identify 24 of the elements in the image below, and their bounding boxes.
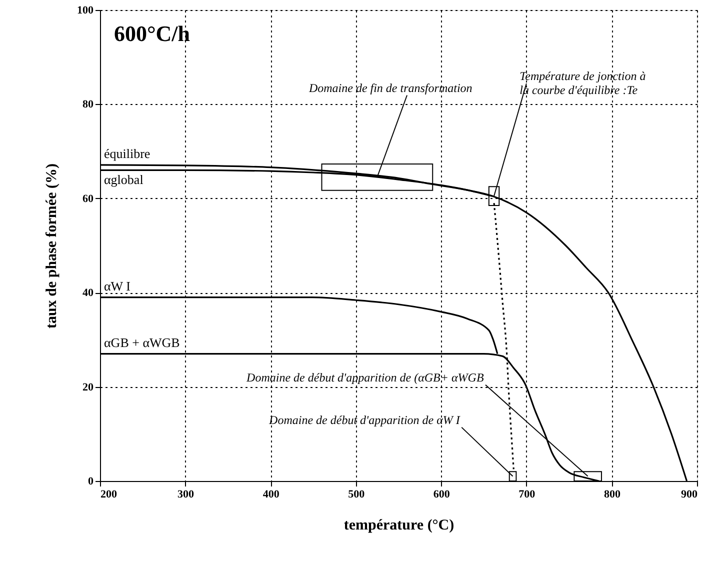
y-axis-title: taux de phase formée (%) (44, 164, 60, 328)
series-label: αW I (104, 278, 130, 294)
annotation: 600°C/h (114, 21, 190, 46)
x-tick-label: 700 (518, 488, 536, 500)
x-tick-label: 800 (604, 488, 621, 500)
y-tick-label: 80 (82, 98, 94, 111)
x-tick-label: 600 (433, 488, 450, 500)
annotation: Domaine de début d'apparition de αW I (268, 412, 461, 427)
x-tick-label: 300 (178, 488, 195, 500)
annotation: Domaine de fin de transformation (308, 80, 472, 95)
y-tick-label: 40 (82, 287, 94, 300)
y-tick-label: 60 (82, 192, 94, 205)
y-tick-label: 20 (82, 381, 94, 394)
series-label: αGB + αWGB (104, 334, 180, 350)
series-label: équilibre (104, 146, 150, 161)
x-axis-title: température (°C) (344, 518, 454, 534)
y-tick-label: 0 (88, 476, 94, 488)
y-tick-label: 100 (77, 4, 94, 16)
x-tick-label: 900 (681, 488, 698, 500)
x-tick-label: 500 (348, 488, 366, 500)
x-tick-label: 200 (100, 488, 118, 500)
x-tick-label: 400 (262, 488, 280, 500)
annotation: Domaine de début d'apparition de (αGB+ αWGB (246, 370, 484, 384)
series-label: αglobal (104, 172, 144, 188)
